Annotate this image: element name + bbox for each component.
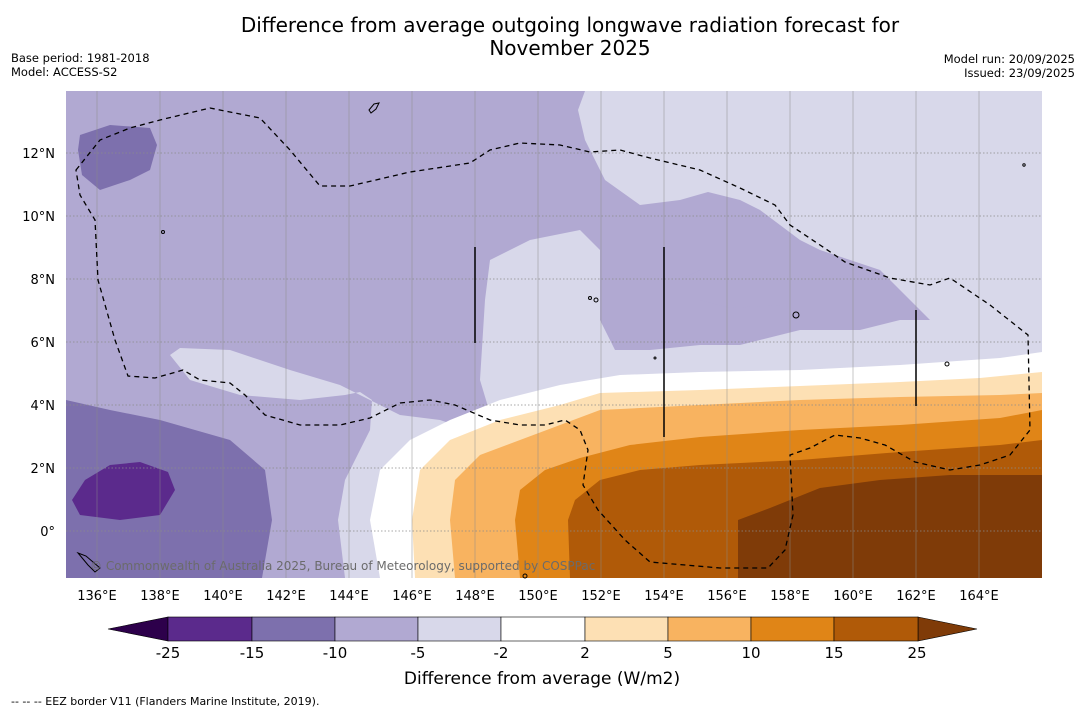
meta-right: Model run: 20/09/2025 Issued: 23/09/2025 [944, 52, 1075, 80]
model-name: Model: ACCESS-S2 [11, 65, 118, 79]
meridian-lines [474, 247, 917, 437]
lon-labels: 136°E 138°E 140°E 142°E 144°E 146°E 148°… [77, 589, 999, 604]
colorbar-tick: 25 [907, 644, 926, 662]
colorbar-tick: -10 [323, 644, 348, 662]
lon-label: 150°E [518, 589, 558, 604]
colorbar-tick: 5 [663, 644, 673, 662]
issued-date: Issued: 23/09/2025 [964, 66, 1075, 80]
colorbar-cell [417, 616, 502, 642]
lon-label: 160°E [833, 589, 873, 604]
colorbar-tick: -5 [411, 644, 426, 662]
islands [76, 102, 1026, 579]
lon-label: 162°E [896, 589, 936, 604]
colorbar-cell [667, 616, 752, 642]
title-line-1: Difference from average outgoing longwav… [240, 13, 900, 37]
eez-legend: -- -- -- EEZ border V11 (Flanders Marine… [11, 695, 320, 708]
anomaly-field [66, 91, 1042, 578]
colorbar-tick: -2 [494, 644, 509, 662]
lat-label: 8°N [31, 273, 56, 288]
colorbar-extend-low [107, 616, 169, 642]
colorbar-cell [750, 616, 835, 642]
lat-label: 6°N [31, 336, 56, 351]
lat-label: 12°N [22, 147, 55, 162]
colorbar-cell [251, 616, 336, 642]
lon-label: 140°E [203, 589, 243, 604]
chart-title: Difference from average outgoing longwav… [150, 14, 990, 60]
lon-label: 152°E [581, 589, 621, 604]
colorbar-extend-high [917, 616, 978, 642]
colorbar: -25 -15 -10 -5 -2 2 5 10 15 25 Differenc… [107, 616, 978, 689]
title-line-2: November 2025 [489, 36, 651, 60]
field-neg15-neg10-nw [78, 125, 157, 190]
lat-labels: 12°N 10°N 8°N 6°N 4°N 2°N 0° [22, 147, 55, 540]
lat-label: 2°N [31, 462, 56, 477]
colorbar-title: Difference from average (W/m2) [404, 669, 680, 689]
colorbar-tick: -15 [240, 644, 265, 662]
eez-borders [75, 107, 1031, 569]
colorbar-tick: 10 [741, 644, 760, 662]
lon-label: 148°E [455, 589, 495, 604]
lat-label: 0° [40, 525, 55, 540]
colorbar-tick: 15 [824, 644, 843, 662]
copyright-notice: © Commonwealth of Australia 2025, Bureau… [90, 559, 595, 573]
colorbar-cell [167, 616, 253, 642]
colorbar-cell [833, 616, 919, 642]
colorbar-tick: 2 [580, 644, 590, 662]
model-run: Model run: 20/09/2025 [943, 52, 1075, 66]
field-below-neg15 [72, 462, 175, 520]
colorbar-cell [334, 616, 419, 642]
lon-label: 156°E [707, 589, 747, 604]
gridlines [66, 152, 1042, 532]
lon-label: 138°E [140, 589, 180, 604]
lon-label: 146°E [392, 589, 432, 604]
lon-label: 154°E [644, 589, 684, 604]
lat-label: 10°N [22, 210, 55, 225]
lon-label: 144°E [329, 589, 369, 604]
lon-label: 142°E [266, 589, 306, 604]
colorbar-cell [500, 616, 586, 642]
lon-label: 164°E [959, 589, 999, 604]
lat-label: 4°N [31, 399, 56, 414]
colorbar-tick: -25 [156, 644, 181, 662]
field-above-25 [738, 475, 1042, 578]
lon-label: 158°E [770, 589, 810, 604]
colorbar-cell [584, 616, 669, 642]
meta-left: Base period: 1981-2018 Model: ACCESS-S2 [11, 51, 150, 79]
lon-label: 136°E [77, 589, 117, 604]
base-period: Base period: 1981-2018 [11, 51, 150, 65]
field-neg5-neg2 [170, 91, 1042, 578]
